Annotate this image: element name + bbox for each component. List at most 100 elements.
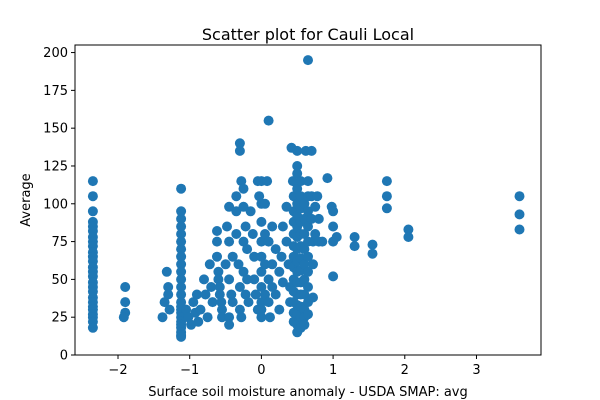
data-point — [367, 239, 378, 250]
data-point — [176, 274, 187, 285]
x-axis-title: Surface soil moisture anomaly - USDA SMA… — [148, 385, 468, 400]
data-point — [310, 201, 321, 212]
data-point — [206, 282, 217, 292]
plot-frame — [74, 44, 542, 356]
data-point — [222, 221, 232, 232]
data-point — [181, 304, 192, 315]
data-point — [202, 312, 213, 323]
data-point — [234, 138, 245, 149]
x-tick-label: −1 — [180, 363, 199, 378]
data-point — [292, 161, 303, 171]
data-point — [263, 236, 274, 247]
data-point — [267, 282, 278, 292]
data-point — [328, 271, 339, 282]
data-point — [331, 232, 342, 242]
y-axis-title: Average — [19, 173, 34, 226]
data-point — [193, 316, 204, 327]
data-point — [514, 224, 525, 235]
data-point — [161, 266, 172, 277]
data-point — [317, 236, 328, 247]
data-point — [226, 289, 237, 300]
data-point — [403, 232, 414, 242]
data-point — [299, 213, 310, 224]
y-tick-label: 125 — [43, 159, 68, 174]
data-point — [176, 213, 187, 224]
data-point — [328, 206, 339, 217]
y-tick-label: 0 — [60, 349, 68, 364]
data-point — [183, 312, 194, 323]
x-tick-label: 1 — [329, 363, 337, 378]
data-point — [306, 145, 317, 156]
data-point — [256, 297, 267, 308]
data-point — [299, 289, 310, 300]
data-point — [176, 244, 187, 255]
data-point — [87, 322, 98, 333]
data-point — [213, 266, 224, 277]
data-point — [256, 251, 267, 262]
data-point — [176, 183, 187, 194]
y-tick-label: 200 — [43, 46, 68, 61]
data-point — [288, 191, 299, 202]
data-point — [310, 229, 321, 239]
data-point — [224, 312, 235, 323]
data-point — [267, 221, 278, 232]
data-point — [256, 312, 267, 323]
data-point — [254, 191, 265, 202]
data-point — [277, 221, 288, 232]
data-point — [214, 289, 225, 300]
data-point — [231, 191, 242, 202]
data-point — [313, 213, 324, 224]
chart-title: Scatter plot for Cauli Local — [202, 25, 414, 44]
data-point — [299, 198, 310, 209]
data-point — [381, 203, 392, 214]
data-point — [274, 304, 285, 315]
data-point — [249, 274, 260, 285]
data-point — [220, 259, 231, 270]
x-tick-label: −2 — [108, 363, 127, 378]
data-point — [308, 259, 318, 270]
data-point — [236, 176, 247, 187]
data-point — [233, 259, 244, 270]
data-point — [87, 191, 98, 202]
data-point — [242, 274, 253, 285]
data-point — [159, 297, 170, 308]
data-point — [299, 229, 310, 239]
data-point — [349, 241, 360, 252]
data-point — [276, 251, 287, 262]
data-point — [238, 201, 249, 212]
data-point — [303, 55, 313, 66]
data-point — [204, 259, 215, 270]
data-point — [212, 251, 222, 262]
data-point — [176, 236, 187, 247]
data-point — [212, 236, 222, 247]
data-point — [281, 236, 292, 247]
data-point — [236, 312, 247, 323]
data-point — [250, 289, 261, 300]
data-point — [263, 115, 274, 126]
data-point — [308, 292, 318, 303]
data-point — [214, 282, 225, 292]
data-point — [176, 229, 187, 239]
data-point — [367, 248, 378, 259]
data-point — [234, 145, 245, 156]
data-point — [164, 304, 175, 315]
data-point — [281, 201, 292, 212]
data-point — [260, 289, 270, 300]
data-point — [299, 244, 310, 255]
data-point — [262, 176, 273, 187]
data-point — [299, 274, 310, 285]
y-tick-label: 100 — [43, 197, 68, 212]
data-point — [306, 213, 317, 224]
data-point — [188, 297, 199, 308]
data-point — [224, 319, 235, 330]
data-point — [270, 289, 281, 300]
data-point — [200, 289, 211, 300]
data-point — [238, 183, 249, 194]
data-point — [163, 289, 174, 300]
data-point — [238, 266, 249, 277]
data-point — [234, 282, 245, 292]
data-point — [303, 176, 313, 187]
data-point — [303, 206, 313, 217]
